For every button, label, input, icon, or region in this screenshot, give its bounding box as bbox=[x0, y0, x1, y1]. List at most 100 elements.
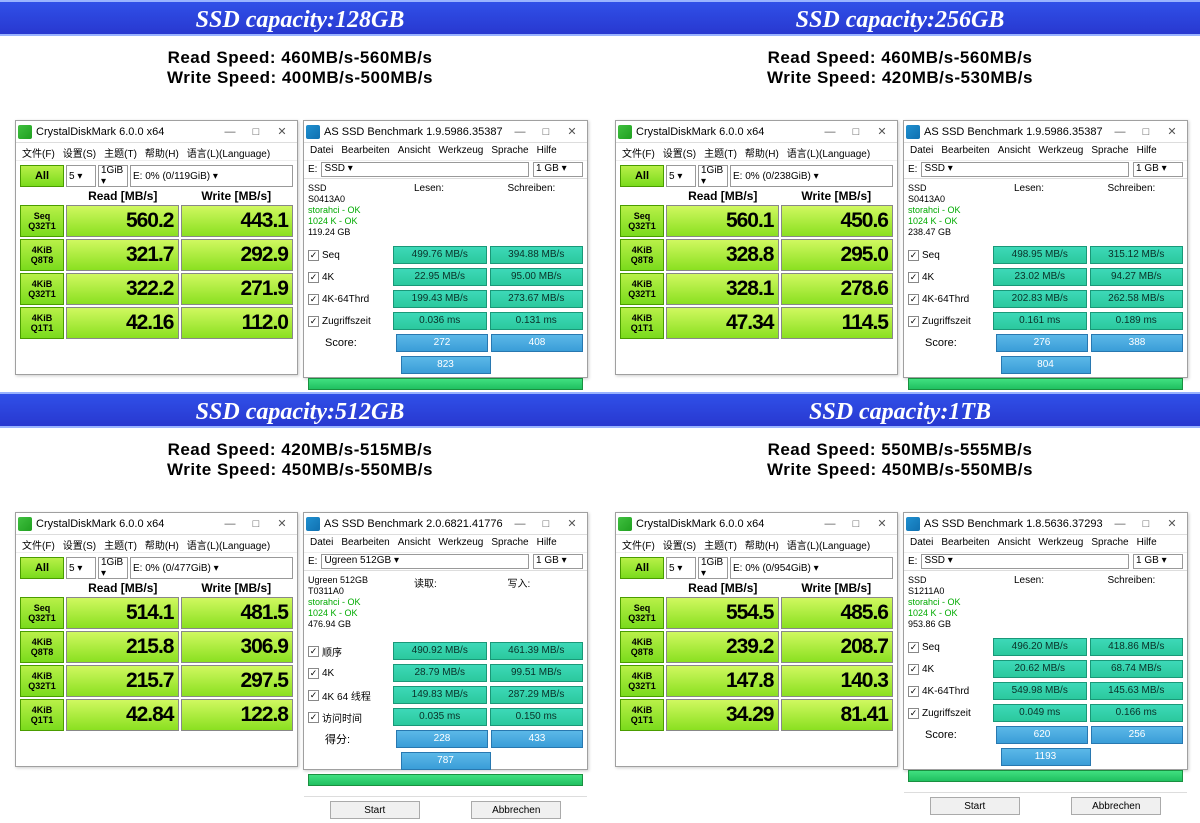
menu-item[interactable]: 主题(T) bbox=[700, 143, 741, 160]
size-select[interactable]: 1 GB ▾ bbox=[533, 162, 583, 177]
menu-item[interactable]: Ansicht bbox=[394, 535, 435, 552]
menu-item[interactable]: 帮助(H) bbox=[741, 143, 783, 160]
menu-item[interactable]: 设置(S) bbox=[659, 143, 700, 160]
menu-item[interactable]: 主题(T) bbox=[700, 535, 741, 552]
title-bar[interactable]: CrystalDiskMark 6.0.0 x64 — □ ✕ bbox=[616, 513, 897, 535]
menu-item[interactable]: 设置(S) bbox=[59, 143, 100, 160]
menu-item[interactable]: 语言(L)(Language) bbox=[783, 143, 874, 160]
title-bar[interactable]: AS SSD Benchmark 1.9.5986.35387 — □ ✕ bbox=[904, 121, 1187, 143]
close-button[interactable]: ✕ bbox=[269, 123, 295, 141]
maximize-button[interactable]: □ bbox=[243, 123, 269, 141]
minimize-button[interactable]: — bbox=[1107, 123, 1133, 141]
checkbox[interactable]: ✓ bbox=[908, 664, 919, 675]
title-bar[interactable]: AS SSD Benchmark 1.8.5636.37293 — □ ✕ bbox=[904, 513, 1187, 535]
checkbox[interactable]: ✓ bbox=[308, 712, 319, 723]
menu-item[interactable]: Werkzeug bbox=[435, 143, 488, 160]
all-button[interactable]: All bbox=[20, 165, 64, 187]
checkbox[interactable]: ✓ bbox=[908, 250, 919, 261]
count-select[interactable]: 5 ▾ bbox=[666, 165, 696, 187]
drive-select[interactable]: E: 0% (0/477GiB) ▾ bbox=[130, 557, 293, 579]
size-select[interactable]: 1GiB ▾ bbox=[698, 165, 728, 187]
close-button[interactable]: ✕ bbox=[869, 515, 895, 533]
checkbox[interactable]: ✓ bbox=[908, 316, 919, 327]
drive-select[interactable]: SSD ▾ bbox=[321, 162, 529, 177]
maximize-button[interactable]: □ bbox=[1133, 123, 1159, 141]
cancel-button[interactable]: Abbrechen bbox=[471, 801, 561, 819]
menu-item[interactable]: 语言(L)(Language) bbox=[183, 143, 274, 160]
checkbox[interactable]: ✓ bbox=[908, 708, 919, 719]
title-bar[interactable]: CrystalDiskMark 6.0.0 x64 — □ ✕ bbox=[616, 121, 897, 143]
menu-item[interactable]: Sprache bbox=[487, 535, 532, 552]
cdm-test-button[interactable]: SeqQ32T1 bbox=[20, 205, 64, 237]
menu-item[interactable]: Sprache bbox=[1087, 143, 1132, 160]
cdm-test-button[interactable]: 4KiBQ8T8 bbox=[620, 239, 664, 271]
checkbox[interactable]: ✓ bbox=[308, 294, 319, 305]
checkbox[interactable]: ✓ bbox=[908, 686, 919, 697]
drive-select[interactable]: SSD ▾ bbox=[921, 554, 1129, 569]
menu-item[interactable]: Ansicht bbox=[994, 143, 1035, 160]
drive-select[interactable]: SSD ▾ bbox=[921, 162, 1129, 177]
menu-item[interactable]: Sprache bbox=[1087, 535, 1132, 552]
cdm-test-button[interactable]: 4KiBQ32T1 bbox=[20, 273, 64, 305]
menu-item[interactable]: Hilfe bbox=[533, 143, 561, 160]
size-select[interactable]: 1GiB ▾ bbox=[98, 165, 128, 187]
count-select[interactable]: 5 ▾ bbox=[66, 557, 96, 579]
all-button[interactable]: All bbox=[620, 557, 664, 579]
cdm-test-button[interactable]: 4KiBQ1T1 bbox=[620, 307, 664, 339]
close-button[interactable]: ✕ bbox=[1159, 515, 1185, 533]
menu-item[interactable]: Hilfe bbox=[1133, 143, 1161, 160]
minimize-button[interactable]: — bbox=[817, 123, 843, 141]
checkbox[interactable]: ✓ bbox=[908, 642, 919, 653]
menu-item[interactable]: 文件(F) bbox=[618, 143, 659, 160]
menu-item[interactable]: Bearbeiten bbox=[337, 535, 393, 552]
menu-item[interactable]: 设置(S) bbox=[659, 535, 700, 552]
size-select[interactable]: 1GiB ▾ bbox=[698, 557, 728, 579]
menu-item[interactable]: Werkzeug bbox=[1035, 143, 1088, 160]
cdm-test-button[interactable]: SeqQ32T1 bbox=[620, 205, 664, 237]
close-button[interactable]: ✕ bbox=[869, 123, 895, 141]
minimize-button[interactable]: — bbox=[1107, 515, 1133, 533]
menu-item[interactable]: 设置(S) bbox=[59, 535, 100, 552]
cdm-test-button[interactable]: 4KiBQ8T8 bbox=[620, 631, 664, 663]
count-select[interactable]: 5 ▾ bbox=[66, 165, 96, 187]
menu-item[interactable]: 帮助(H) bbox=[141, 535, 183, 552]
maximize-button[interactable]: □ bbox=[843, 515, 869, 533]
size-select[interactable]: 1GiB ▾ bbox=[98, 557, 128, 579]
menu-item[interactable]: Hilfe bbox=[533, 535, 561, 552]
maximize-button[interactable]: □ bbox=[533, 515, 559, 533]
close-button[interactable]: ✕ bbox=[559, 515, 585, 533]
minimize-button[interactable]: — bbox=[507, 123, 533, 141]
title-bar[interactable]: CrystalDiskMark 6.0.0 x64 — □ ✕ bbox=[16, 121, 297, 143]
minimize-button[interactable]: — bbox=[507, 515, 533, 533]
menu-item[interactable]: Hilfe bbox=[1133, 535, 1161, 552]
drive-select[interactable]: E: 0% (0/238GiB) ▾ bbox=[730, 165, 893, 187]
title-bar[interactable]: AS SSD Benchmark 1.9.5986.35387 — □ ✕ bbox=[304, 121, 587, 143]
checkbox[interactable]: ✓ bbox=[308, 690, 319, 701]
menu-item[interactable]: Ansicht bbox=[994, 535, 1035, 552]
menu-item[interactable]: 帮助(H) bbox=[141, 143, 183, 160]
all-button[interactable]: All bbox=[620, 165, 664, 187]
drive-select[interactable]: E: 0% (0/119GiB) ▾ bbox=[130, 165, 293, 187]
title-bar[interactable]: CrystalDiskMark 6.0.0 x64 — □ ✕ bbox=[16, 513, 297, 535]
all-button[interactable]: All bbox=[20, 557, 64, 579]
checkbox[interactable]: ✓ bbox=[308, 250, 319, 261]
checkbox[interactable]: ✓ bbox=[308, 316, 319, 327]
cdm-test-button[interactable]: 4KiBQ8T8 bbox=[20, 239, 64, 271]
start-button[interactable]: Start bbox=[930, 797, 1020, 815]
count-select[interactable]: 5 ▾ bbox=[666, 557, 696, 579]
menu-item[interactable]: Ansicht bbox=[394, 143, 435, 160]
menu-item[interactable]: Datei bbox=[906, 535, 937, 552]
cdm-test-button[interactable]: SeqQ32T1 bbox=[20, 597, 64, 629]
maximize-button[interactable]: □ bbox=[533, 123, 559, 141]
checkbox[interactable]: ✓ bbox=[908, 294, 919, 305]
cdm-test-button[interactable]: 4KiBQ32T1 bbox=[20, 665, 64, 697]
size-select[interactable]: 1 GB ▾ bbox=[1133, 554, 1183, 569]
drive-select[interactable]: Ugreen 512GB ▾ bbox=[321, 554, 529, 569]
cdm-test-button[interactable]: 4KiBQ32T1 bbox=[620, 273, 664, 305]
minimize-button[interactable]: — bbox=[217, 515, 243, 533]
menu-item[interactable]: 主题(T) bbox=[100, 535, 141, 552]
cdm-test-button[interactable]: 4KiBQ1T1 bbox=[20, 307, 64, 339]
menu-item[interactable]: Datei bbox=[306, 143, 337, 160]
menu-item[interactable]: Bearbeiten bbox=[937, 535, 993, 552]
checkbox[interactable]: ✓ bbox=[308, 646, 319, 657]
